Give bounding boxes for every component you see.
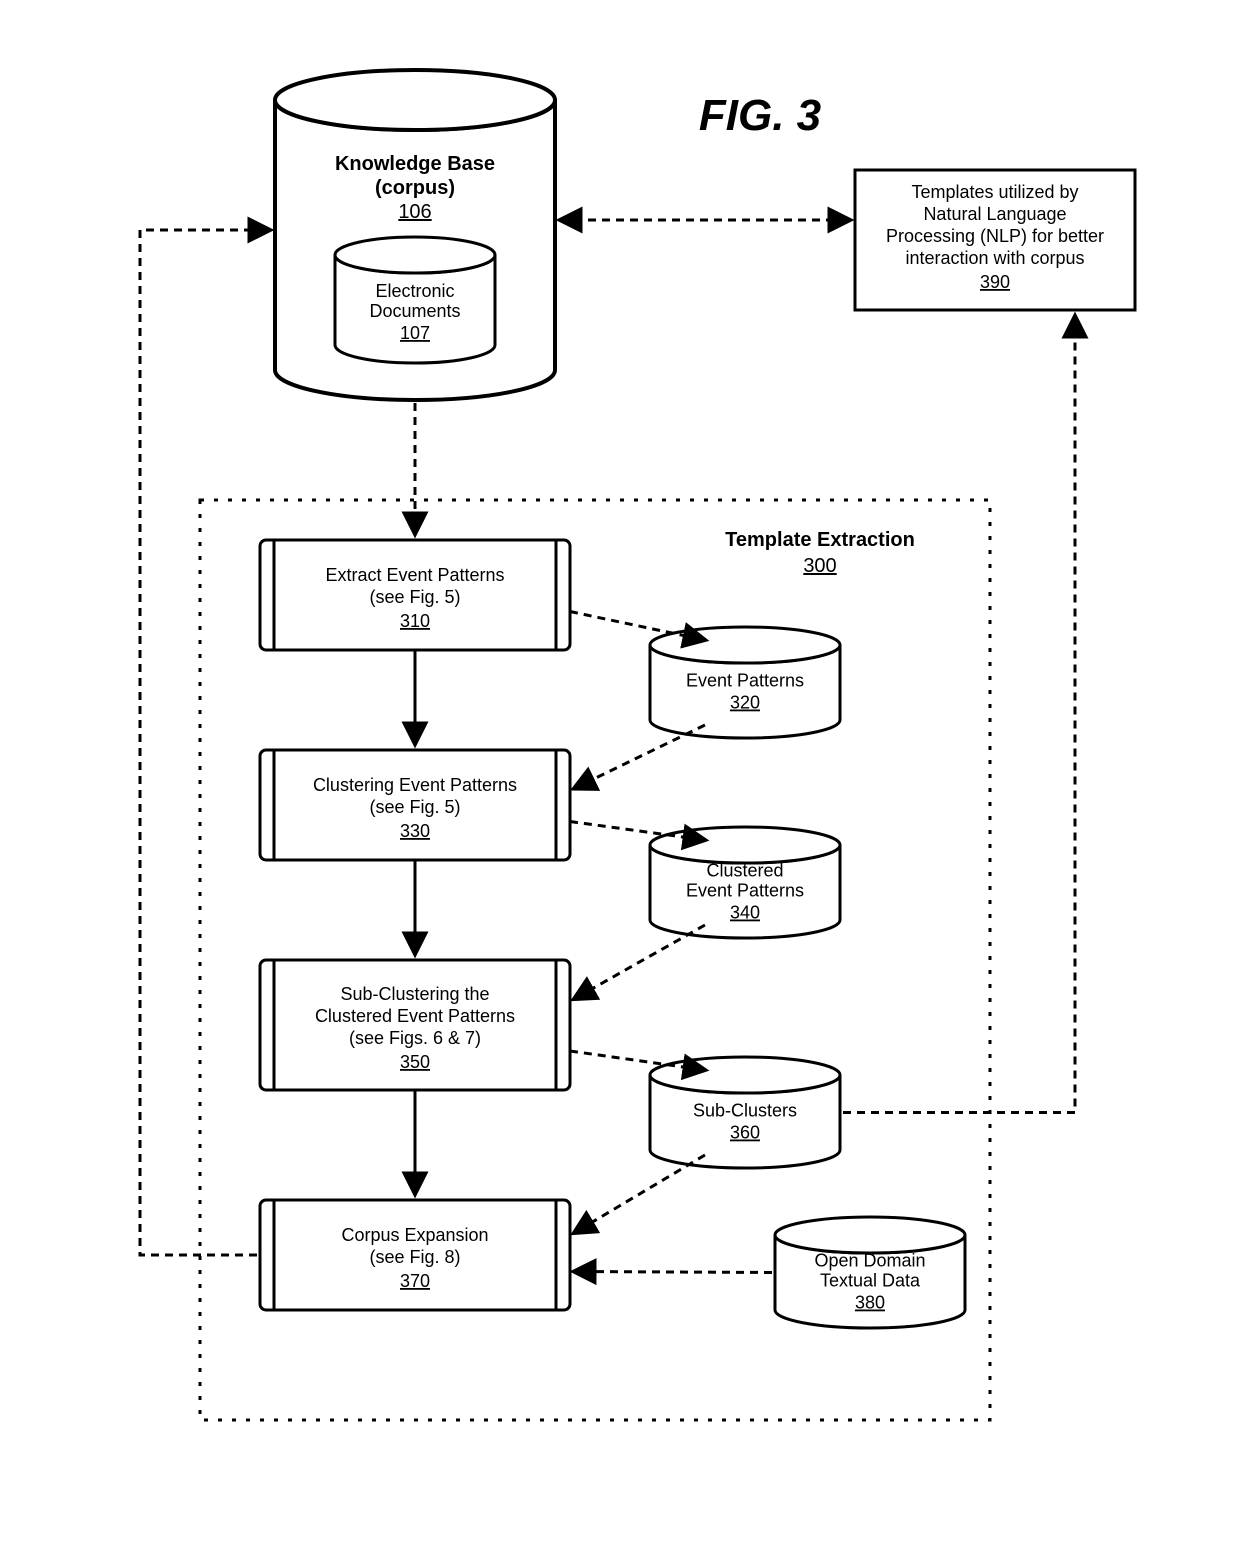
svg-text:Corpus Expansion: Corpus Expansion <box>341 1225 488 1245</box>
svg-text:Sub-Clusters: Sub-Clusters <box>693 1101 797 1121</box>
template-extraction-title: Template Extraction <box>725 529 915 551</box>
svg-text:350: 350 <box>400 1052 430 1072</box>
kb-subtitle: (corpus) <box>375 177 455 199</box>
kb-title: Knowledge Base <box>335 153 495 175</box>
svg-text:310: 310 <box>400 611 430 631</box>
svg-text:Event Patterns: Event Patterns <box>686 671 804 691</box>
svg-text:Event Patterns: Event Patterns <box>686 881 804 901</box>
svg-text:330: 330 <box>400 821 430 841</box>
svg-text:Clustered Event Patterns: Clustered Event Patterns <box>315 1006 515 1026</box>
svg-text:Open Domain: Open Domain <box>814 1251 925 1271</box>
kb-ref: 106 <box>398 201 431 223</box>
svg-text:Templates utilized by: Templates utilized by <box>911 182 1078 202</box>
svg-text:(see Fig. 5): (see Fig. 5) <box>369 587 460 607</box>
svg-text:(see Fig. 8): (see Fig. 8) <box>369 1247 460 1267</box>
svg-text:340: 340 <box>730 903 760 923</box>
svg-text:Natural Language: Natural Language <box>923 204 1066 224</box>
svg-text:370: 370 <box>400 1271 430 1291</box>
edocs-l2: Documents <box>369 301 460 321</box>
svg-text:(see Fig. 5): (see Fig. 5) <box>369 797 460 817</box>
edocs-l1: Electronic <box>375 281 454 301</box>
svg-text:Processing (NLP) for better: Processing (NLP) for better <box>886 226 1104 246</box>
svg-text:(see Figs. 6 & 7): (see Figs. 6 & 7) <box>349 1028 481 1048</box>
svg-text:380: 380 <box>855 1293 885 1313</box>
edocs-ref: 107 <box>400 323 430 343</box>
svg-text:Clustering Event Patterns: Clustering Event Patterns <box>313 775 517 795</box>
svg-text:320: 320 <box>730 693 760 713</box>
arrow-360-templates <box>843 316 1075 1113</box>
arrow-370-kb <box>140 230 270 1255</box>
svg-text:interaction with corpus: interaction with corpus <box>905 248 1084 268</box>
svg-text:Sub-Clustering the: Sub-Clustering the <box>340 984 489 1004</box>
svg-text:Textual Data: Textual Data <box>820 1271 921 1291</box>
svg-text:360: 360 <box>730 1123 760 1143</box>
svg-text:Clustered: Clustered <box>706 861 783 881</box>
svg-text:390: 390 <box>980 272 1010 292</box>
svg-text:300: 300 <box>803 555 836 577</box>
figure-title: FIG. 3 <box>699 91 821 140</box>
svg-text:Extract Event Patterns: Extract Event Patterns <box>325 565 504 585</box>
